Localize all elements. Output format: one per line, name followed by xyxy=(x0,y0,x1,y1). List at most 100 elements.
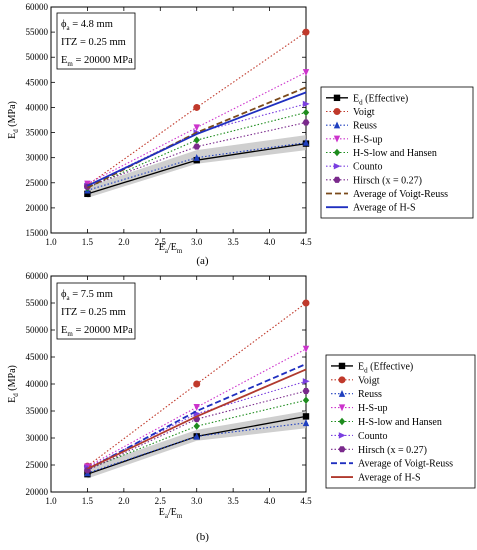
info-line-em: Em = 20000 MPa xyxy=(61,55,133,68)
data-point xyxy=(302,100,310,108)
legend-label: Hirsch (x = 0.27) xyxy=(353,175,422,186)
y-tick-label: 20000 xyxy=(26,487,49,497)
series-average-of-voigt-reuss xyxy=(87,363,307,471)
y-tick-label: 30000 xyxy=(26,153,49,163)
legend-label: Voigt xyxy=(358,375,380,386)
data-point xyxy=(193,124,200,132)
data-point xyxy=(302,387,310,395)
y-tick-label: 55000 xyxy=(26,298,49,308)
x-tick-label: 3.0 xyxy=(191,496,203,506)
legend-entry: H-S-up xyxy=(326,134,382,145)
x-tick-label: 4.5 xyxy=(300,237,312,247)
x-tick-label: 2.5 xyxy=(155,237,167,247)
series-line xyxy=(87,91,307,187)
data-point xyxy=(302,138,310,146)
legend-marker xyxy=(333,148,341,157)
legend-marker xyxy=(338,362,346,370)
legend-box xyxy=(320,86,474,219)
chart-panel-b: 20000 25000 30000 35000 40000 45000 50000 55000… xyxy=(7,271,476,543)
legend-entry: Ed (Effective) xyxy=(331,361,413,374)
panel-label: (a) xyxy=(196,255,209,267)
y-tick-label: 55000 xyxy=(26,27,49,37)
y-axis-label: Ed (MPa) xyxy=(7,365,20,403)
legend-box xyxy=(325,354,476,489)
data-point xyxy=(193,136,200,144)
legend-marker xyxy=(333,94,341,102)
data-point xyxy=(193,153,200,161)
legend-entry: Voigt xyxy=(326,107,375,118)
x-tick-label: 3.5 xyxy=(228,496,240,506)
legend-label: Average of Voigt-Reuss xyxy=(353,189,448,200)
confidence-band xyxy=(87,135,306,198)
x-tick-label: 3.0 xyxy=(191,237,203,247)
legend-entry: Reuss xyxy=(331,389,382,400)
legend-label: H-S-low and Hansen xyxy=(353,148,437,159)
legend-label: H-S-up xyxy=(358,403,387,414)
x-tick-label: 3.5 xyxy=(228,237,240,247)
y-tick-label: 20000 xyxy=(26,203,49,213)
legend-entry: Counto xyxy=(331,431,387,442)
data-point xyxy=(302,28,310,36)
y-axis-label: Ed (MPa) xyxy=(7,101,20,139)
legend-label: H-S-low and Hansen xyxy=(358,417,442,428)
series-line xyxy=(87,103,307,187)
y-tick-label: 25000 xyxy=(26,178,49,188)
y-tick-label: 60000 xyxy=(26,271,49,281)
y-tick-label: 50000 xyxy=(26,325,49,335)
x-tick-label: 1.0 xyxy=(45,496,57,506)
legend-label: Ed (Effective) xyxy=(358,361,413,374)
data-point xyxy=(302,396,310,404)
x-axis-label: Ea/Em xyxy=(159,507,183,520)
legend-entry: Hirsch (x = 0.27) xyxy=(331,445,427,456)
x-tick-label: 2.0 xyxy=(118,237,130,247)
y-tick-label: 25000 xyxy=(26,460,49,470)
data-point xyxy=(193,103,201,111)
legend-label: H-S-up xyxy=(353,134,382,145)
series-line xyxy=(87,399,307,470)
y-tick-label: 45000 xyxy=(26,352,49,362)
legend-entry: Counto xyxy=(326,162,382,173)
x-axis-label: Ea/Em xyxy=(159,242,183,255)
series-line xyxy=(87,368,307,470)
series-line xyxy=(87,363,307,471)
legend-label: Average of Voigt-Reuss xyxy=(358,459,453,470)
data-point xyxy=(193,422,200,430)
legend-marker xyxy=(338,446,346,453)
legend-marker xyxy=(333,162,341,170)
x-tick-label: 4.0 xyxy=(264,237,276,247)
y-tick-label: 40000 xyxy=(26,379,49,389)
data-point xyxy=(302,345,310,353)
data-point xyxy=(302,299,310,307)
legend-marker xyxy=(338,432,346,439)
legend-entry: Voigt xyxy=(331,375,380,386)
info-box xyxy=(56,282,136,340)
legend-label: Counto xyxy=(358,431,387,442)
series-average-of-h-s xyxy=(87,368,307,470)
x-tick-label: 1.5 xyxy=(82,496,94,506)
data-point xyxy=(193,432,200,440)
info-line-em: Em = 20000 MPa xyxy=(61,325,133,338)
legend-entry: Average of H-S xyxy=(331,473,421,484)
data-point xyxy=(302,108,310,117)
legend-entry: H-S-low and Hansen xyxy=(331,417,442,428)
y-tick-label: 35000 xyxy=(26,128,49,138)
info-line-itz: ITZ = 0.25 mm xyxy=(61,37,126,48)
legend-marker xyxy=(333,108,341,115)
x-tick-label: 1.5 xyxy=(82,237,94,247)
legend-marker xyxy=(338,404,346,412)
data-point xyxy=(302,69,310,76)
legend-marker xyxy=(338,417,346,426)
legend-label: Average of H-S xyxy=(353,203,416,214)
info-line-phi: ϕa = 7.5 mm xyxy=(61,289,113,302)
data-point xyxy=(84,190,91,198)
data-point xyxy=(302,419,310,427)
legend-marker xyxy=(333,176,341,183)
data-point xyxy=(193,404,200,411)
y-tick-label: 45000 xyxy=(26,77,49,87)
legend-label: Counto xyxy=(353,162,382,173)
y-tick-label: 30000 xyxy=(26,433,49,443)
data-point xyxy=(302,119,310,126)
legend-marker xyxy=(333,135,341,143)
y-tick-label: 50000 xyxy=(26,52,49,62)
